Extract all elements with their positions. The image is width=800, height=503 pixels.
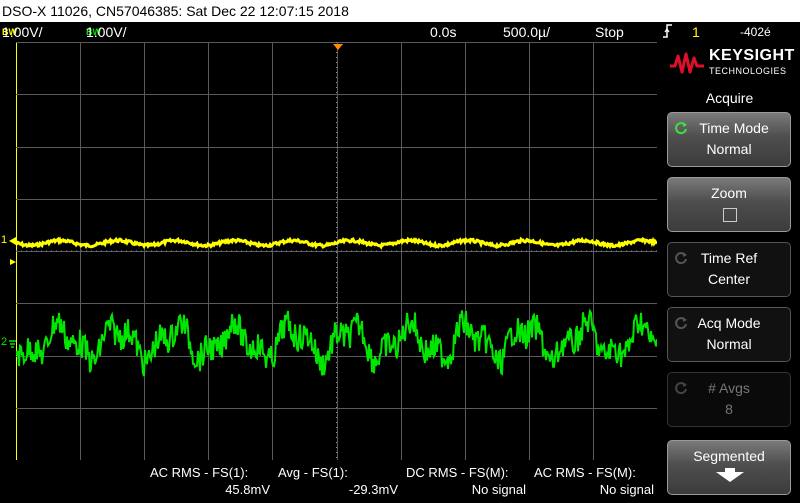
zoom-label: Zoom bbox=[711, 185, 747, 201]
ch1-waveform bbox=[16, 236, 657, 250]
trigger-level: -402é bbox=[740, 25, 771, 39]
time-ref-softkey[interactable]: Time Ref Center bbox=[667, 242, 791, 297]
zoom-checkbox bbox=[723, 208, 737, 222]
window-title: DSO-X 11026, CN57046385: Sat Dec 22 12:0… bbox=[0, 0, 800, 22]
segmented-label: Segmented bbox=[693, 448, 765, 464]
time-mode-label: Time Mode bbox=[699, 120, 769, 136]
trigger-position-marker bbox=[333, 44, 343, 50]
measurement-value: No signal bbox=[599, 482, 654, 497]
ch2-waveform bbox=[16, 308, 657, 377]
measurement-value: -29.3mV bbox=[348, 482, 398, 497]
measurement-label: Avg - FS(1): bbox=[278, 465, 348, 480]
ch2-marker-label: 2 bbox=[1, 336, 8, 348]
arrow-down-icon bbox=[716, 468, 744, 482]
run-state: Stop bbox=[595, 24, 624, 40]
rotate-knob-icon bbox=[674, 121, 688, 138]
avgs-label: # Avgs bbox=[708, 380, 750, 396]
ch1-marker-label: 1 bbox=[1, 234, 8, 246]
avgs-value: 8 bbox=[725, 401, 733, 417]
ch1-scale: 1.00V/ bbox=[2, 24, 43, 40]
status-bar: BW 1.00V/ BW 1.00V/ 0.0s 500.0µ/ Stop 1 … bbox=[0, 22, 800, 42]
rotate-knob-icon bbox=[674, 316, 688, 333]
keysight-wave-icon bbox=[670, 52, 704, 74]
measurement-label: AC RMS - FS(1): bbox=[150, 465, 249, 480]
trigger-source[interactable]: 1 bbox=[692, 24, 700, 40]
acq-mode-softkey[interactable]: Acq Mode Normal bbox=[667, 307, 791, 362]
time-ref-value: Center bbox=[707, 271, 751, 287]
ch2-bw-limit: BW bbox=[86, 27, 101, 37]
time-offset[interactable]: 0.0s bbox=[430, 24, 457, 40]
ch1-bw-limit: BW bbox=[2, 27, 17, 37]
ch1-ground-marker[interactable]: 1 bbox=[0, 234, 18, 250]
measurement-bar: AC RMS - FS(1): 45.8mV Avg - FS(1): -29.… bbox=[0, 460, 659, 503]
brand-name: KEYSIGHT bbox=[709, 47, 795, 64]
measurement-ac-rms-m[interactable]: AC RMS - FS(M): No signal bbox=[534, 464, 654, 498]
avgs-softkey[interactable]: # Avgs 8 bbox=[667, 372, 791, 427]
measurement-label: DC RMS - FS(M): bbox=[406, 465, 509, 480]
measurement-avg-1[interactable]: Avg - FS(1): -29.3mV bbox=[278, 464, 398, 498]
measurement-dc-rms-m[interactable]: DC RMS - FS(M): No signal bbox=[406, 464, 526, 498]
time-mode-softkey[interactable]: Time Mode Normal bbox=[667, 112, 791, 167]
time-ref-label: Time Ref bbox=[700, 250, 758, 266]
ch1-trigger-level-marker bbox=[10, 252, 16, 265]
segmented-softkey[interactable]: Segmented bbox=[667, 440, 791, 495]
measurement-value: 45.8mV bbox=[225, 482, 270, 497]
zoom-softkey[interactable]: Zoom bbox=[667, 177, 791, 232]
waveform-display[interactable] bbox=[16, 42, 657, 460]
measurement-ac-rms-1[interactable]: AC RMS - FS(1): 45.8mV bbox=[150, 464, 270, 498]
ch2-ground-marker[interactable]: 2 bbox=[0, 336, 18, 352]
acq-mode-label: Acq Mode bbox=[697, 315, 761, 331]
ch2-scale: 1.00V/ bbox=[86, 24, 127, 40]
measurement-label: AC RMS - FS(M): bbox=[534, 465, 636, 480]
acq-mode-value: Normal bbox=[706, 336, 752, 352]
rotate-knob-icon bbox=[674, 381, 688, 398]
time-scale[interactable]: 500.0µ/ bbox=[503, 24, 550, 40]
brand-sub: TECHNOLOGIES bbox=[709, 66, 787, 76]
softkey-panel: KEYSIGHT TECHNOLOGIES Acquire Time Mode … bbox=[659, 42, 800, 503]
rotate-knob-icon bbox=[674, 251, 688, 268]
measurement-value: No signal bbox=[471, 482, 526, 497]
rising-edge-icon bbox=[662, 23, 674, 44]
keysight-logo: KEYSIGHT TECHNOLOGIES bbox=[659, 42, 800, 86]
menu-title: Acquire bbox=[705, 90, 754, 106]
time-mode-value: Normal bbox=[706, 141, 752, 157]
graticule bbox=[16, 42, 657, 460]
